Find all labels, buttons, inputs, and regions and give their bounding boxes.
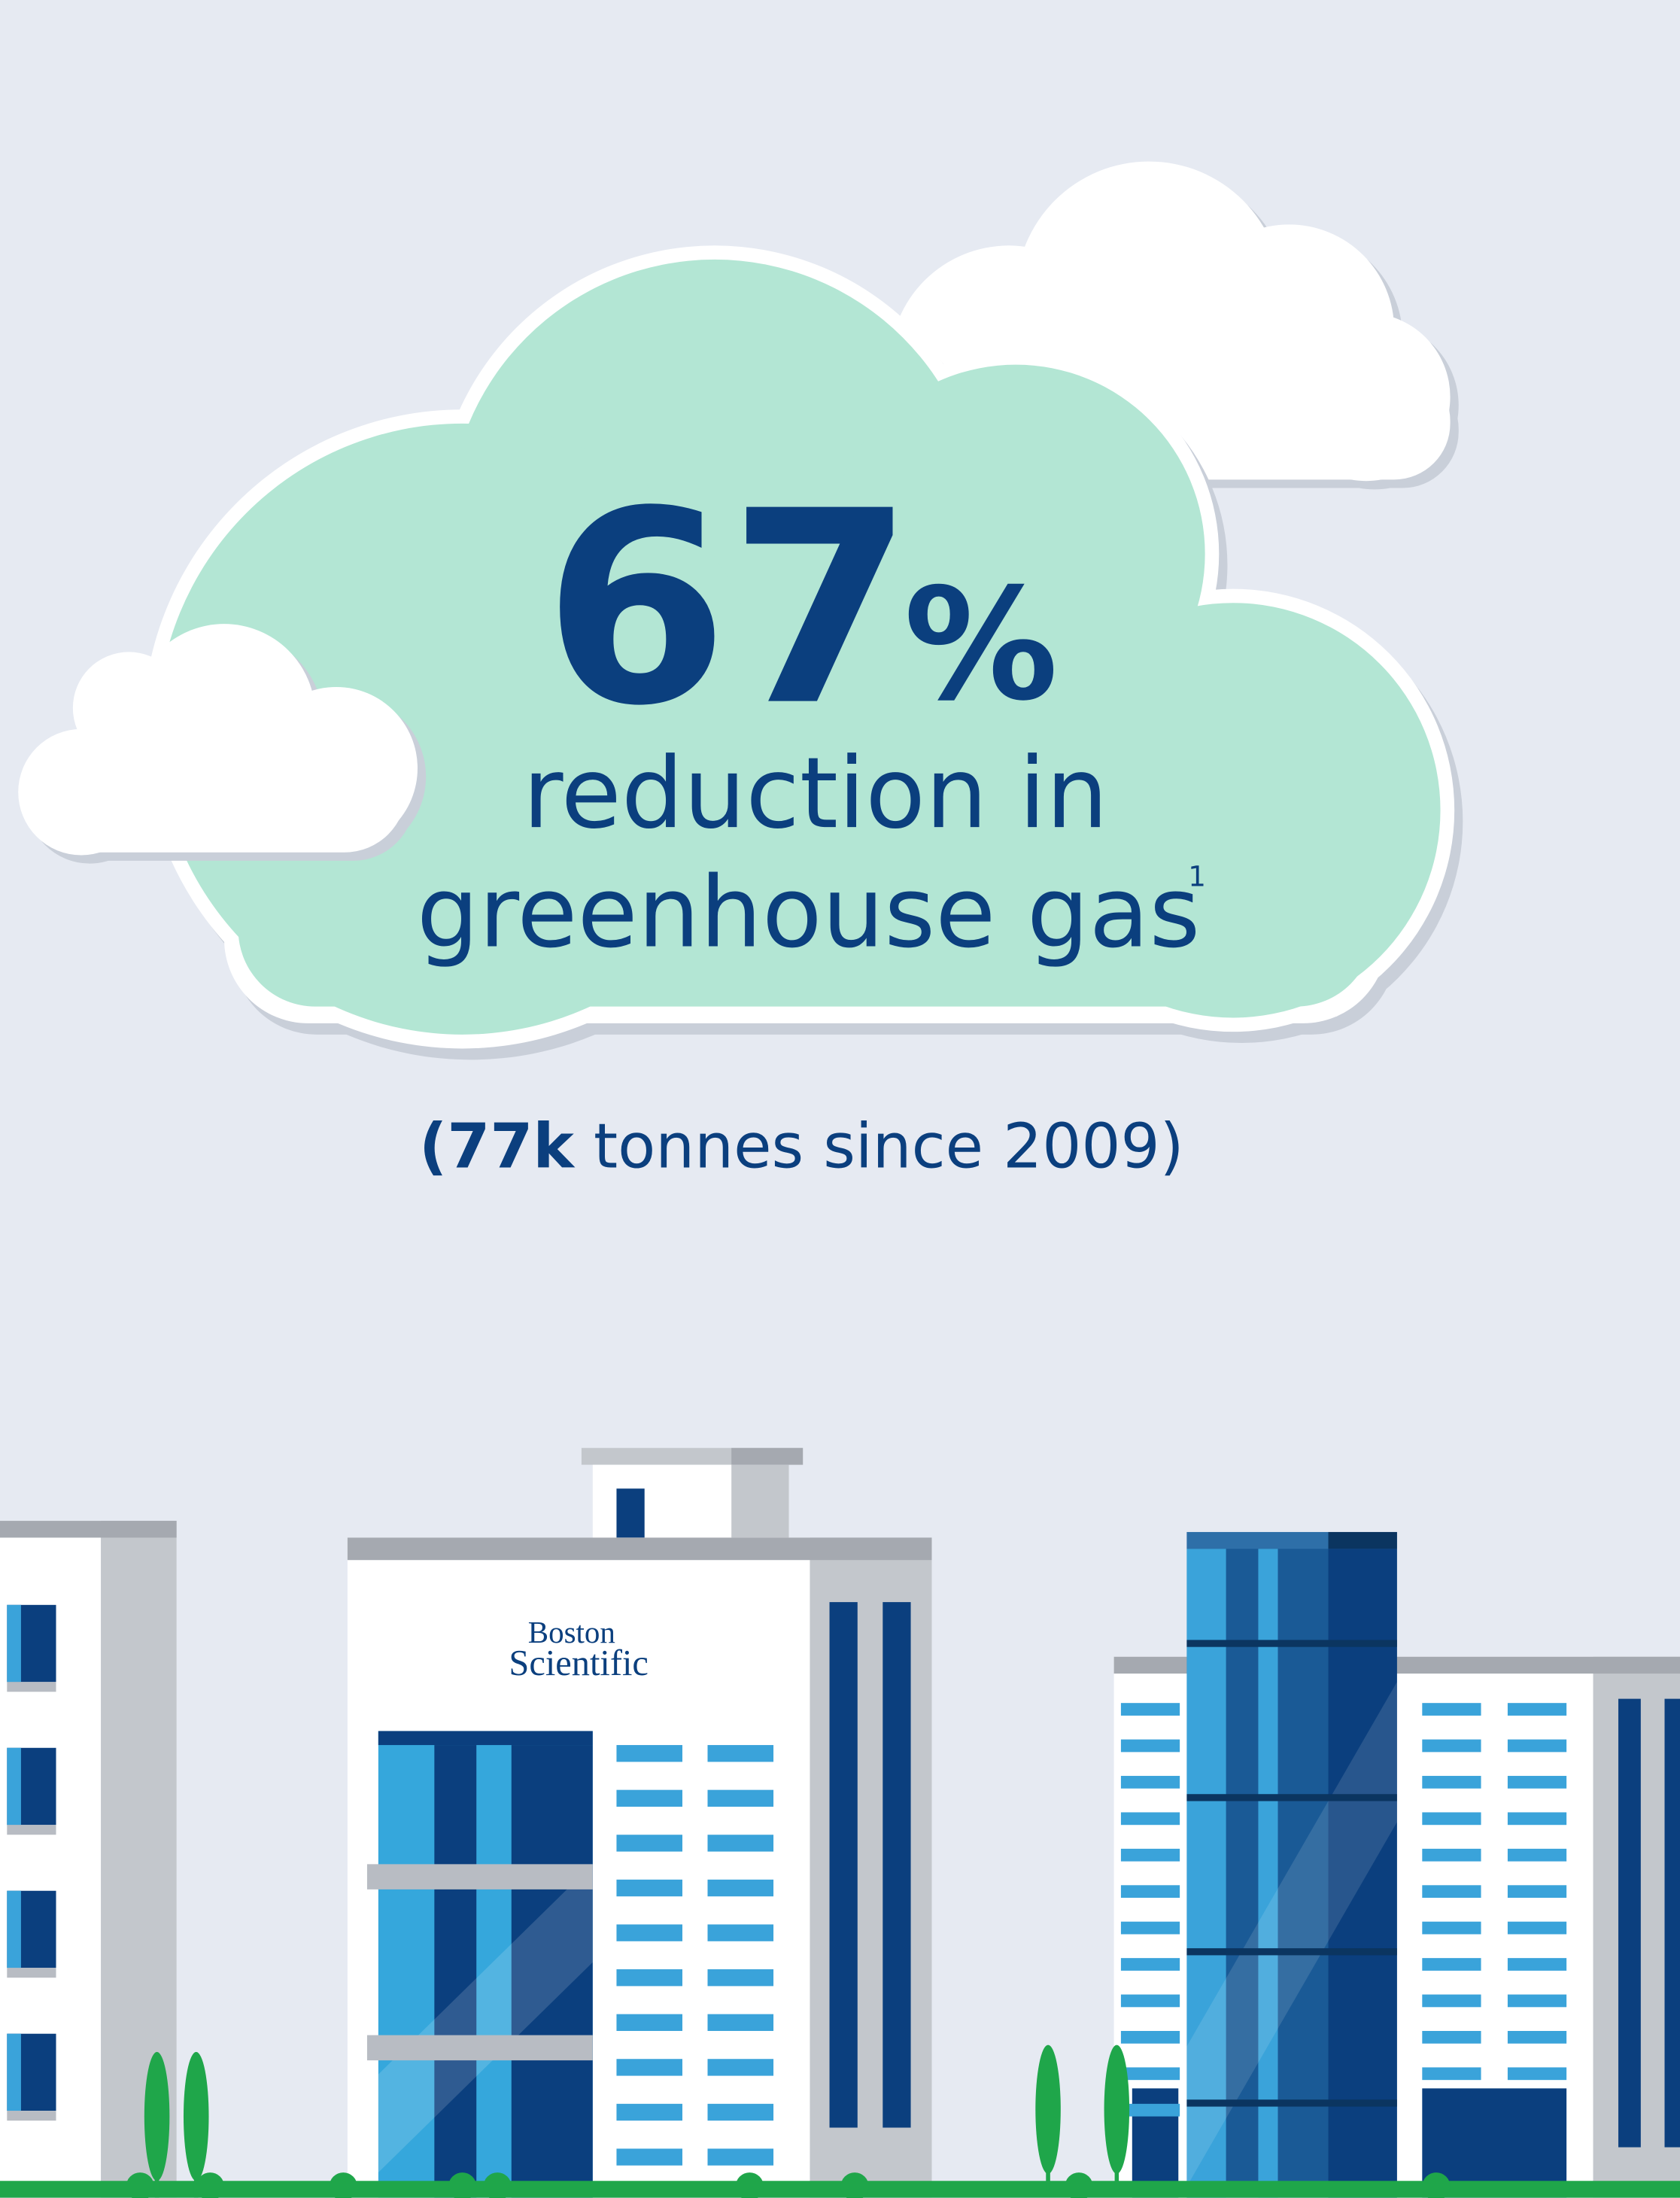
window-stripe: [1507, 1812, 1567, 1826]
floor-line: [1186, 1640, 1397, 1647]
window-stripe: [707, 1745, 774, 1762]
tree: [183, 2051, 209, 2181]
window: [7, 2033, 21, 2111]
shrub: [329, 2172, 357, 2198]
window-stripe: [1120, 1812, 1180, 1826]
shrub: [1422, 2172, 1451, 2198]
window-stripe: [707, 1835, 774, 1852]
window-stripe: [616, 1924, 682, 1941]
window-stripe: [1422, 1885, 1481, 1899]
cloud-main: [142, 245, 1463, 1060]
window-stripe: [1507, 1994, 1567, 2008]
window-stripe: [1422, 1776, 1481, 1789]
window-stripe: [1120, 2103, 1180, 2117]
detail: (77k tonnes since 2009): [419, 1111, 1184, 1183]
shrub: [840, 2172, 869, 2198]
window-stripe: [1120, 1848, 1180, 1862]
window-stripe: [616, 2059, 682, 2076]
window-stripe: [707, 1879, 774, 1897]
window-stripe: [1507, 1885, 1567, 1899]
window-stripe: [1422, 2030, 1481, 2044]
window-stripe: [707, 2014, 774, 2031]
window-stripe: [1422, 1739, 1481, 1753]
footnote: 1: [1188, 859, 1206, 892]
window-stripe: [616, 1745, 682, 1762]
headline-unit: %: [904, 556, 1058, 735]
window-stripe: [1507, 1958, 1567, 1971]
window-stripe: [707, 2103, 774, 2121]
window-stripe: [1422, 1812, 1481, 1826]
detail-text: tonnes since 2009): [574, 1111, 1184, 1183]
window-stripe: [1507, 1776, 1567, 1789]
shrub: [483, 2172, 512, 2198]
window-sill: [7, 2111, 56, 2121]
buildings: [0, 1448, 1680, 2198]
window-stripe: [1422, 1958, 1481, 1971]
window-stripe: [707, 1969, 774, 1987]
window: [7, 1747, 21, 1826]
window-stripe: [707, 2148, 774, 2166]
window-stripe: [1507, 1739, 1567, 1753]
shrub: [1065, 2172, 1093, 2198]
detail-amount: (77k: [419, 1111, 576, 1183]
window-stripe: [1507, 1848, 1567, 1862]
tree: [1035, 2044, 1061, 2174]
shrub: [126, 2172, 154, 2198]
cloud-front: [18, 624, 427, 864]
window-stripe: [1507, 1921, 1567, 1935]
window-stripe: [1120, 1921, 1180, 1935]
window-stripe: [616, 1789, 682, 1807]
window-sill: [7, 1825, 56, 1835]
window-stripe: [707, 1789, 774, 1807]
window: [7, 1890, 21, 1968]
shrub: [448, 2172, 477, 2198]
window-stripe: [1422, 2067, 1481, 2081]
window-stripe: [1120, 1885, 1180, 1899]
window-stripe: [1507, 1703, 1567, 1716]
window-sill: [7, 1968, 56, 1978]
floor-line: [1186, 2099, 1397, 2107]
window-stripe: [1120, 2067, 1180, 2081]
window-stripe: [1507, 2067, 1567, 2081]
window-stripe: [1120, 1776, 1180, 1789]
window-stripe: [707, 1924, 774, 1941]
logo-line: Scientific: [509, 1643, 649, 1683]
window-stripe: [1422, 1994, 1481, 2008]
window-sill: [7, 1682, 56, 1692]
window-stripe: [707, 2059, 774, 2076]
floor-line: [1186, 1794, 1397, 1801]
window-stripe: [1422, 1921, 1481, 1935]
tree: [144, 2051, 170, 2181]
window-stripe: [616, 2014, 682, 2031]
window-stripe: [1120, 1994, 1180, 2008]
window-stripe: [1422, 1703, 1481, 1716]
window-stripe: [1507, 2030, 1567, 2044]
headline-value: 67: [543, 455, 913, 765]
caption-line: greenhouse gas: [417, 856, 1201, 970]
window-stripe: [616, 1835, 682, 1852]
window-stripe: [616, 2103, 682, 2121]
window: [7, 1604, 21, 1683]
shrub: [735, 2172, 764, 2198]
window-stripe: [616, 1879, 682, 1897]
caption-line: reduction in: [523, 736, 1108, 850]
logo-line: Boston: [528, 1615, 615, 1649]
tree: [1104, 2044, 1130, 2174]
floor-line: [1186, 1948, 1397, 1956]
window-stripe: [616, 1969, 682, 1987]
window-stripe: [1120, 1739, 1180, 1753]
window-stripe: [1120, 1958, 1180, 1971]
window-stripe: [1120, 2030, 1180, 2044]
shrub: [196, 2172, 224, 2198]
window-stripe: [1120, 1703, 1180, 1716]
window-stripe: [616, 2148, 682, 2166]
window-stripe: [1422, 1848, 1481, 1862]
